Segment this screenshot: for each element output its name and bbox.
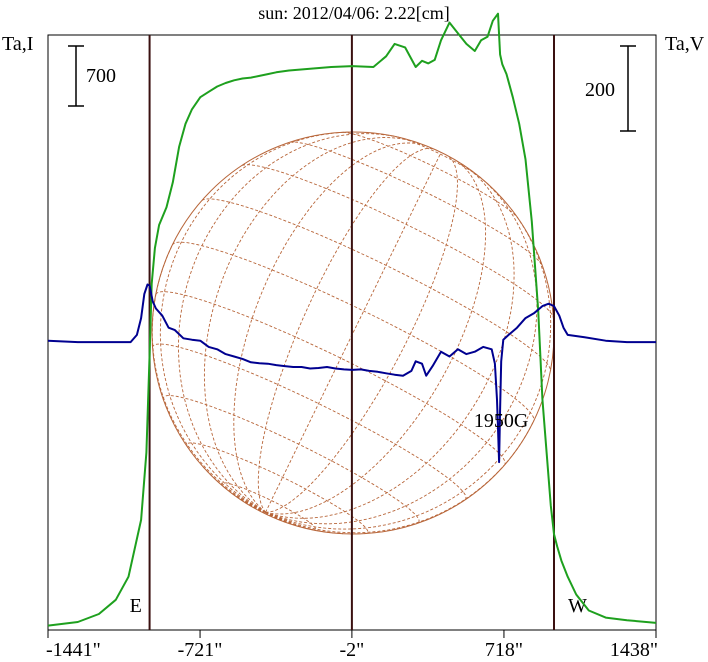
chart-title: sun: 2012/04/06: 2.22[cm] xyxy=(258,3,450,23)
longitude-line xyxy=(203,137,414,513)
x-tick-label: 718" xyxy=(485,639,523,661)
longitude-line xyxy=(151,244,266,513)
latitude-line xyxy=(201,198,551,371)
longitude-line xyxy=(265,511,271,517)
annotation-label: 1950G xyxy=(474,410,528,432)
right-axis-label: Ta,V xyxy=(665,33,705,55)
x-tick-label: 1438" xyxy=(610,639,658,661)
longitude-line xyxy=(200,464,266,513)
latitude-line xyxy=(289,141,543,266)
scale-bar-I-label: 700 xyxy=(86,65,116,87)
latitude-line xyxy=(155,291,506,465)
solar-disk-grid xyxy=(151,131,555,535)
series-line-stokes-V xyxy=(47,283,656,464)
x-tick-label: -721" xyxy=(178,639,223,661)
scale-bar-I xyxy=(68,45,84,107)
scale-bar-V-label: 200 xyxy=(585,79,615,101)
longitude-line xyxy=(233,142,427,513)
longitude-line xyxy=(265,176,538,525)
longitude-line xyxy=(265,511,344,535)
longitude-line xyxy=(177,133,399,513)
longitude-line xyxy=(265,159,487,515)
longitude-line xyxy=(257,147,434,513)
longitude-line xyxy=(265,511,286,523)
limb-marker-label: W xyxy=(568,595,587,617)
x-tick-label: -1441" xyxy=(46,639,101,661)
longitude-line xyxy=(159,131,354,513)
longitude-line xyxy=(264,512,266,514)
series-line-stokes-I xyxy=(47,12,657,627)
longitude-line xyxy=(265,152,442,513)
x-tick-label: -2" xyxy=(339,639,364,661)
scale-bar-V xyxy=(620,45,636,132)
longitude-line xyxy=(265,209,552,530)
limb-marker-label: E xyxy=(130,595,142,617)
left-axis-label: Ta,I xyxy=(2,33,33,55)
longitude-line xyxy=(265,155,458,513)
longitude-line xyxy=(265,420,535,534)
solar-limb-circle xyxy=(151,131,555,535)
latitude-line xyxy=(342,131,518,218)
longitude-line xyxy=(265,166,515,519)
latitude-line xyxy=(186,442,369,535)
